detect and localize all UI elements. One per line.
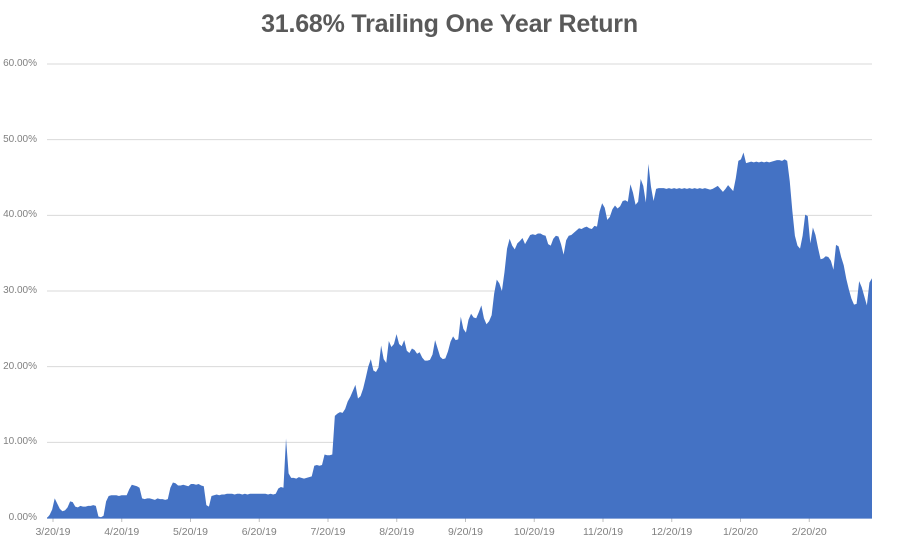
x-axis-tick-label: 7/20/19 [310, 526, 346, 538]
x-axis-tick-label: 2/20/20 [791, 526, 827, 538]
y-axis-tick-label: 50.00% [3, 133, 37, 145]
y-axis-tick-label: 10.00% [3, 436, 37, 448]
chart-title: 31.68% Trailing One Year Return [261, 10, 638, 38]
x-axis-tick-marks [52, 518, 810, 522]
y-axis-tick-label: 60.00% [3, 58, 37, 69]
series-area-fill [47, 152, 872, 518]
x-axis-tick-label: 10/20/19 [513, 526, 555, 538]
x-axis-tick-label: 4/20/19 [104, 526, 140, 538]
x-axis-tick-label: 3/20/19 [35, 526, 71, 538]
y-axis-tick-label: 20.00% [3, 360, 37, 372]
x-axis-tick-label: 8/20/19 [379, 526, 415, 538]
x-axis-tick-label: 5/20/19 [172, 526, 209, 538]
x-axis-tick-label: 11/20/19 [582, 526, 624, 538]
x-axis-tick-label: 12/20/19 [651, 526, 693, 538]
y-axis-tick-label: 30.00% [3, 285, 37, 296]
y-axis-tick-label: 40.00% [3, 209, 37, 221]
x-axis-tick-label: 1/20/20 [722, 526, 759, 538]
x-axis-tick-label: 6/20/19 [241, 526, 277, 538]
y-axis-tick-label: 0.00% [8, 512, 37, 523]
x-axis-tick-label: 9/20/19 [447, 526, 484, 538]
